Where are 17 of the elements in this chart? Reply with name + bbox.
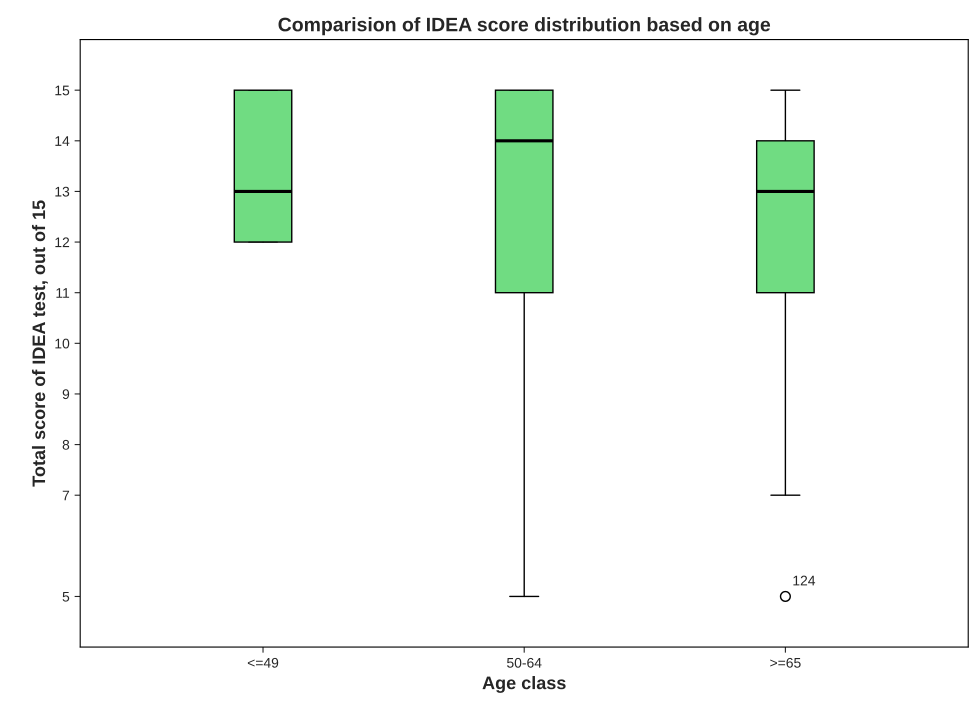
- chart-title: Comparision of IDEA score distribution based on age: [278, 17, 770, 36]
- y-tick-label: 9: [62, 389, 70, 400]
- annotation: 124: [793, 576, 816, 586]
- y-tick-label: 11: [56, 288, 70, 298]
- y-tick-label: 12: [55, 237, 70, 248]
- y-tick-label: 13: [55, 186, 70, 197]
- y-tick-label: 5: [62, 592, 70, 602]
- x-tick-label: 50-64: [507, 658, 542, 668]
- y-tick-label: 10: [55, 338, 70, 348]
- y-tick-label: 15: [55, 86, 70, 96]
- x-tick-label: >=65: [770, 658, 801, 668]
- y-tick-label: 8: [62, 440, 70, 450]
- y-tick-label: 7: [62, 490, 70, 500]
- x-axis-title: Age class: [482, 676, 566, 693]
- y-axis-title: Total score of IDEA test, out of 15: [32, 200, 48, 487]
- y-tick-label: 14: [55, 136, 70, 146]
- x-tick-label: <=49: [248, 658, 278, 668]
